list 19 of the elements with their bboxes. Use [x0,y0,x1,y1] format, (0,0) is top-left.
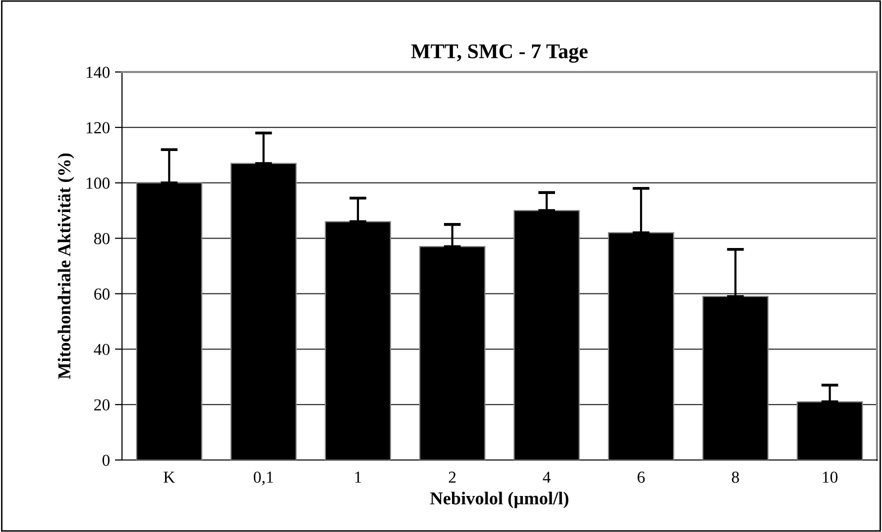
y-tick-label: 100 [86,178,110,189]
y-tick-label: 40 [94,344,110,356]
chart-title: MTT, SMC - 7 Tage [411,44,588,63]
y-tick-label: 0 [102,454,110,466]
x-tick-label: 4 [542,472,551,483]
x-tick-label: 8 [732,472,739,483]
y-axis-title: Mitochondriale Aktivität (%) [58,153,74,380]
x-tick-label: 6 [638,472,645,483]
x-axis-title: Nebivolol (µmol/l) [430,492,568,508]
y-tick-label: 80 [94,232,110,244]
x-tick-label: 0,1 [254,472,273,486]
y-tick-label: 60 [94,288,110,300]
x-tick-label: 1 [355,472,362,483]
x-tick-label: 10 [822,472,838,483]
y-tick-label: 20 [94,399,110,411]
y-tick-label: 140 [86,66,110,78]
x-tick-label: K [164,472,176,483]
y-tick-label: 120 [86,122,110,134]
x-tick-label: 2 [448,472,456,483]
